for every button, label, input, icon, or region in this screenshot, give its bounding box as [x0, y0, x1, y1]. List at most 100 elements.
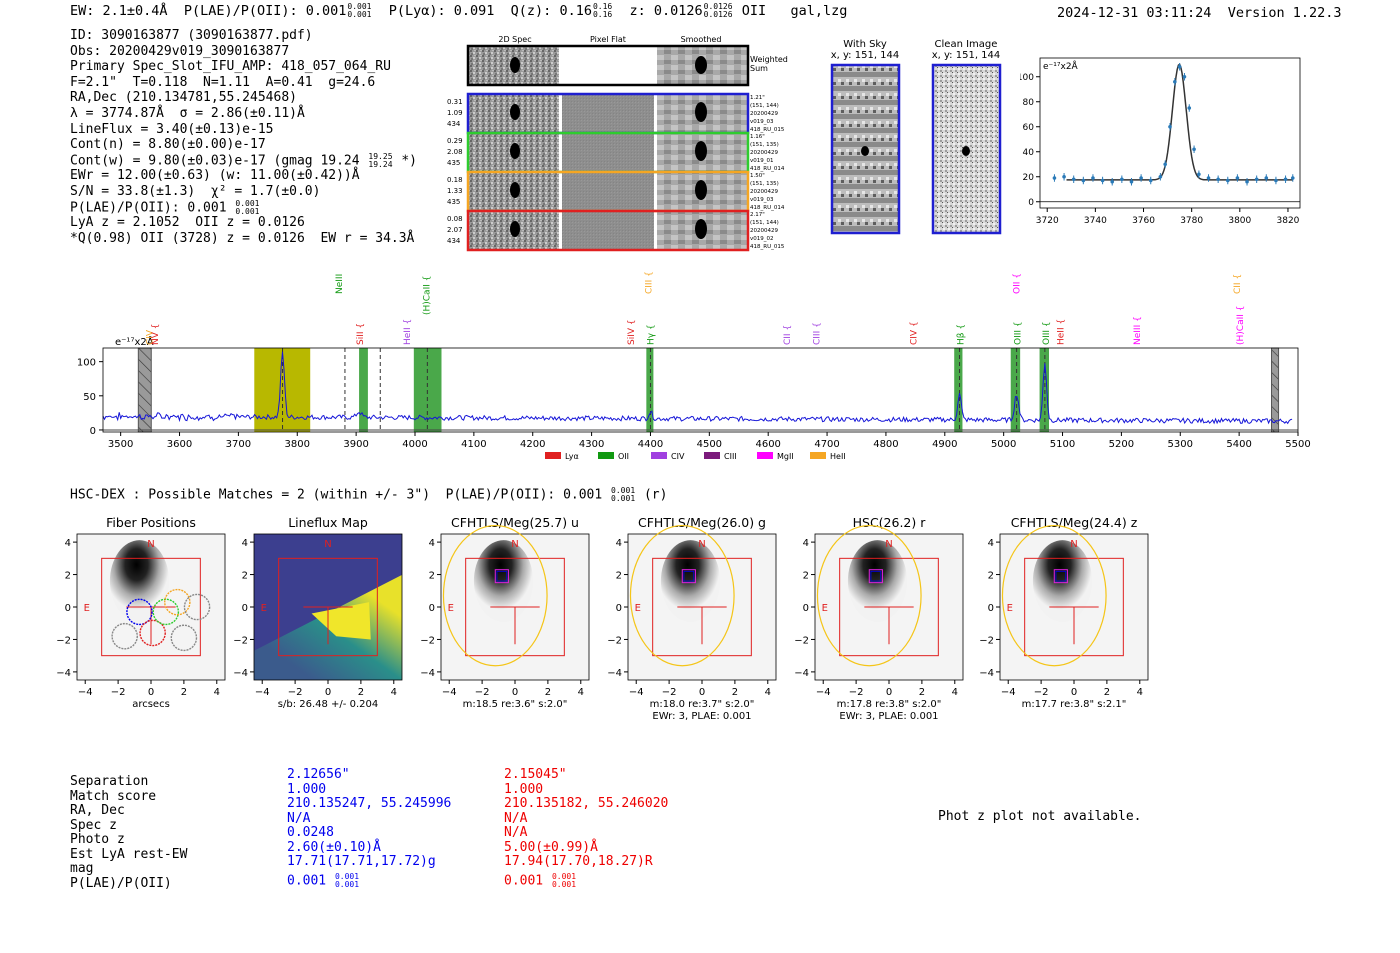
info-id: ID: 3090163877 (3090163877.pdf) — [70, 28, 313, 43]
panel-ytick-label: 0 — [429, 603, 435, 614]
cutout-row-right-text: 418_RU_015 — [750, 244, 785, 250]
legend-swatch — [757, 452, 773, 459]
panel-ytick-label: 0 — [988, 603, 994, 614]
cutout-row-left-text: 435 — [447, 198, 460, 206]
info-lya: LyA z = 2.1052 OII z = 0.0126 — [70, 215, 305, 231]
with-sky-xy: x, y: 151, 144 — [831, 50, 900, 61]
match-value: N/A — [504, 825, 528, 840]
detection-info: ID: 3090163877 (3090163877.pdf) Obs: 202… — [70, 28, 417, 246]
spectrum-highlight-band — [1010, 348, 1021, 432]
panel-ytick-label: 2 — [242, 571, 248, 582]
match-1-column: 2.12656" 1.000 210.135247, 55.245996 N/A 0.0… — [287, 767, 452, 888]
panel-ytick-label: 4 — [988, 538, 994, 549]
header-summary: EW: 2.1±0.4Å P(LAE)/P(OII): 0.001 0.001 0.… — [70, 3, 848, 20]
panel-xtick-label: 0 — [1071, 687, 1077, 698]
match-value: 210.135182, 55.246020 — [504, 796, 669, 811]
cutout-row-left-text: 2.07 — [447, 226, 463, 234]
spectrum-xtick-label: 4200 — [520, 439, 545, 450]
cutout-row-left-text: 0.08 — [447, 215, 463, 223]
galaxy-blob — [109, 540, 170, 622]
match-value: 210.135247, 55.245996 — [287, 796, 452, 811]
spectrum-curve — [102, 351, 1293, 425]
panel-xtick-label: 0 — [512, 687, 518, 698]
fit-xtick-label: 3780 — [1180, 216, 1203, 226]
spectrum-ytick-label: 0 — [90, 426, 96, 437]
fit-data-point — [1225, 178, 1230, 183]
cutout-rows: 0.31 1.09 434 1.21" (151, 144) 20200429 v019_0… — [447, 92, 785, 252]
fit-data-point — [1163, 162, 1167, 167]
fit-data-point — [1192, 147, 1196, 152]
panel-xtick-label: 2 — [181, 687, 187, 698]
info-sn: S/N = 33.8(±1.3) χ² = 1.7(±0.0) — [70, 183, 321, 199]
svg-text:Sum: Sum — [750, 64, 768, 73]
panel-xtick-label: −4 — [255, 687, 270, 698]
match-marker — [868, 569, 883, 584]
panel-xtick-label: 2 — [1104, 687, 1110, 698]
info-contw: Cont(w) = 9.80(±0.03)e-17 (gmag 19.24 19… — [70, 151, 417, 169]
col-title-2dspec: 2D Spec — [498, 35, 531, 44]
fit-xtick-label: 3820 — [1277, 216, 1300, 226]
spectrum-xtick-label: 4800 — [873, 439, 898, 450]
panel-xtick-label: 0 — [325, 687, 331, 698]
header-timestamp-version: 2024-12-31 03:11:24 Version 1.22.3 — [1057, 5, 1342, 21]
spectrum-xtick-label: 4100 — [461, 439, 486, 450]
fit-data-point — [1283, 177, 1288, 182]
clean-image — [931, 63, 1002, 235]
fiber-circle — [152, 598, 180, 626]
legend-label: OII — [618, 452, 629, 461]
fit-data-point — [1052, 176, 1057, 180]
fiber-circle — [183, 593, 211, 621]
spectrum-ytick-label: 100 — [77, 358, 96, 369]
fit-data-point — [1062, 174, 1066, 179]
header-timestamp: 2024-12-31 03:11:24 — [1057, 5, 1212, 21]
fiber-circle — [164, 588, 191, 616]
legend-label: HeII — [830, 452, 846, 461]
match-value: 1.000 — [504, 781, 544, 797]
fit-data-point — [1091, 176, 1095, 180]
sky-cutouts: With Sky x, y: 151, 144 Clean Image x, y… — [831, 39, 1002, 235]
match-marker-inner — [496, 570, 508, 582]
cutout-row-left-text: 434 — [447, 237, 461, 245]
panel-ytick-label: −4 — [794, 668, 809, 679]
match-row-label: mag — [70, 861, 94, 876]
fit-data-point — [1120, 177, 1124, 182]
col-title-smoothed: Smoothed — [681, 35, 722, 44]
east-label: E — [822, 603, 828, 614]
fit-xtick-label: 3740 — [1084, 216, 1107, 226]
header-tags: gal,lzg — [790, 3, 848, 19]
north-label: N — [1070, 539, 1077, 550]
panel-ytick-label: −2 — [794, 635, 809, 646]
spectrum-line-label: NV { — [151, 324, 161, 345]
fit-data-point — [1168, 124, 1172, 129]
match-value: 17.71(17.71,17.72)g — [287, 854, 436, 869]
info-q: *Q(0.98) OII (3728) z = 0.0126 EW r = 34… — [70, 230, 415, 246]
match-marker — [1053, 569, 1068, 584]
panel-ytick-label: 4 — [803, 538, 809, 549]
north-label: N — [511, 539, 518, 550]
aperture-ellipse — [442, 524, 548, 667]
fit-axes-frame — [1039, 57, 1301, 209]
fit-data-point — [1206, 176, 1211, 180]
match-marker — [681, 569, 696, 584]
fit-ytick-label: 40 — [1023, 148, 1035, 158]
panel-xtick-label: −2 — [1034, 687, 1049, 698]
cutout-row-left-text: 0.31 — [447, 98, 463, 106]
fit-data-point — [1139, 176, 1143, 180]
fit-data-point — [1158, 174, 1163, 179]
header-plae: P(LAE)/P(OII): 0.001 — [183, 3, 347, 19]
east-label: E — [84, 603, 90, 614]
fit-ylabel: e⁻¹⁷x2Å — [1043, 60, 1079, 72]
image-panel-3: CFHTLS/Meg(25.7) u N E −4 −4 −2 −2 0 0 2 2 4 4 m:18.5… — [420, 515, 590, 710]
panel-title: CFHTLS/Meg(24.4) z — [1011, 515, 1138, 530]
match-row-label: RA, Dec — [70, 803, 125, 818]
image-panel-2: Lineflux Map N E −4 −4 −2 −2 0 0 2 2 4 4 s/b: 26.48 +… — [233, 515, 403, 710]
panel-xtick-label: 4 — [578, 687, 584, 698]
spectrum-line-label: NeIII { — [1133, 316, 1143, 345]
match-marker-inner — [1055, 570, 1067, 582]
spectrum-highlight-band — [1039, 348, 1049, 432]
spectrum-xtick-label: 4900 — [932, 439, 957, 450]
panel-ytick-label: 4 — [616, 538, 622, 549]
panel-xtick-label: 0 — [148, 687, 154, 698]
fit-data-point — [1264, 176, 1269, 180]
panel-ytick-label: −2 — [56, 635, 71, 646]
